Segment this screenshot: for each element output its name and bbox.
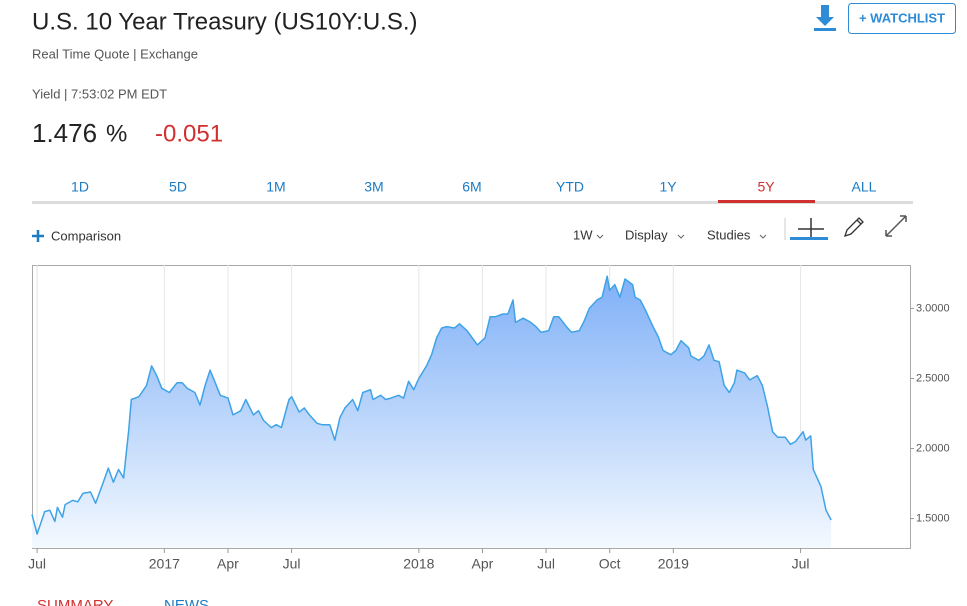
range-tab[interactable]: YTD bbox=[556, 179, 584, 195]
range-tab[interactable]: 1M bbox=[266, 179, 285, 195]
interval-menu[interactable]: 1W bbox=[573, 227, 593, 242]
range-tab[interactable]: 3M bbox=[364, 179, 383, 195]
x-tick-label: 2018 bbox=[403, 556, 434, 572]
watchlist-label[interactable]: + WATCHLIST bbox=[859, 10, 945, 25]
crosshair-icon bbox=[798, 218, 824, 238]
watchlist-button[interactable] bbox=[848, 3, 956, 34]
quote-status: Yield | 7:53:02 PM EDT bbox=[32, 86, 167, 101]
y-tick-label: 3.0000 bbox=[916, 302, 950, 314]
y-tick-label: 2.0000 bbox=[916, 442, 950, 454]
bottom-tab[interactable]: NEWS bbox=[164, 597, 209, 606]
x-tick-label: 2017 bbox=[149, 556, 180, 572]
title: U.S. 10 Year Treasury (US10Y:U.S.) bbox=[32, 8, 418, 35]
chart: Jul 2017 Apr Jul 2018 Apr Jul Oct 2019 Jul 1.5000 2… bbox=[28, 265, 950, 572]
x-tick-label: Oct bbox=[599, 556, 621, 572]
yield-line bbox=[31, 275, 832, 535]
x-tick-label: Jul bbox=[28, 556, 46, 572]
y-tick-label: 2.5000 bbox=[916, 372, 950, 384]
tab-rule bbox=[32, 201, 913, 204]
studies-menu[interactable]: Studies bbox=[707, 227, 751, 242]
range-tab[interactable]: 1Y bbox=[659, 179, 677, 195]
area-fill bbox=[32, 276, 832, 548]
x-tick-label: Apr bbox=[472, 556, 494, 572]
range-tab-active[interactable]: 5Y bbox=[757, 179, 775, 195]
quote-unit: % bbox=[106, 120, 127, 147]
crosshair-tool[interactable] bbox=[790, 218, 828, 240]
chevron bbox=[677, 234, 685, 239]
download-button[interactable] bbox=[812, 2, 838, 34]
chevron bbox=[596, 234, 604, 239]
comparison-button[interactable]: Comparison bbox=[51, 228, 121, 243]
x-tick-label: Jul bbox=[283, 556, 301, 572]
active-tab-underline bbox=[718, 200, 815, 203]
quote-last: 1.476 bbox=[32, 118, 97, 148]
quote-change: -0.051 bbox=[155, 120, 223, 147]
chevron bbox=[759, 234, 767, 239]
download-icon bbox=[816, 5, 834, 26]
crosshair-active bbox=[790, 237, 828, 240]
y-tick-label: 1.5000 bbox=[916, 512, 950, 524]
display-menu[interactable]: Display bbox=[625, 227, 668, 242]
x-tick-label: 2019 bbox=[658, 556, 689, 572]
download-base bbox=[814, 28, 836, 31]
plus-icon[interactable] bbox=[32, 230, 44, 242]
draw-tool[interactable] bbox=[843, 217, 864, 238]
bottom-tab[interactable]: SUMMARY bbox=[37, 597, 113, 606]
x-tick-label: Jul bbox=[792, 556, 810, 572]
x-tick-label: Jul bbox=[537, 556, 555, 572]
range-tab[interactable]: 1D bbox=[71, 179, 89, 195]
range-tab[interactable]: 5D bbox=[169, 179, 187, 195]
expand-tool[interactable] bbox=[885, 215, 907, 237]
range-tab[interactable]: 6M bbox=[462, 179, 481, 195]
range-tab[interactable]: ALL bbox=[852, 179, 877, 195]
x-tick-label: Apr bbox=[217, 556, 239, 572]
subtitle: Real Time Quote | Exchange bbox=[32, 46, 198, 61]
